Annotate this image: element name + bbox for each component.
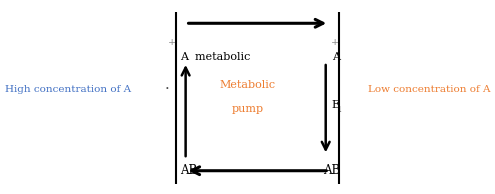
Text: High concentration of A: High concentration of A [5,85,131,94]
Text: +: + [331,38,339,47]
Text: ·: · [164,82,169,96]
Text: AB: AB [180,164,197,177]
Text: A  metabolic: A metabolic [180,52,250,62]
Text: 1: 1 [337,106,343,114]
Text: Low concentration of A: Low concentration of A [368,85,490,94]
Text: Metabolic: Metabolic [219,80,276,90]
Text: +: + [168,38,176,47]
Text: pump: pump [232,104,263,114]
Text: E: E [332,100,340,110]
Text: AB: AB [323,164,340,177]
Text: A: A [332,52,340,62]
